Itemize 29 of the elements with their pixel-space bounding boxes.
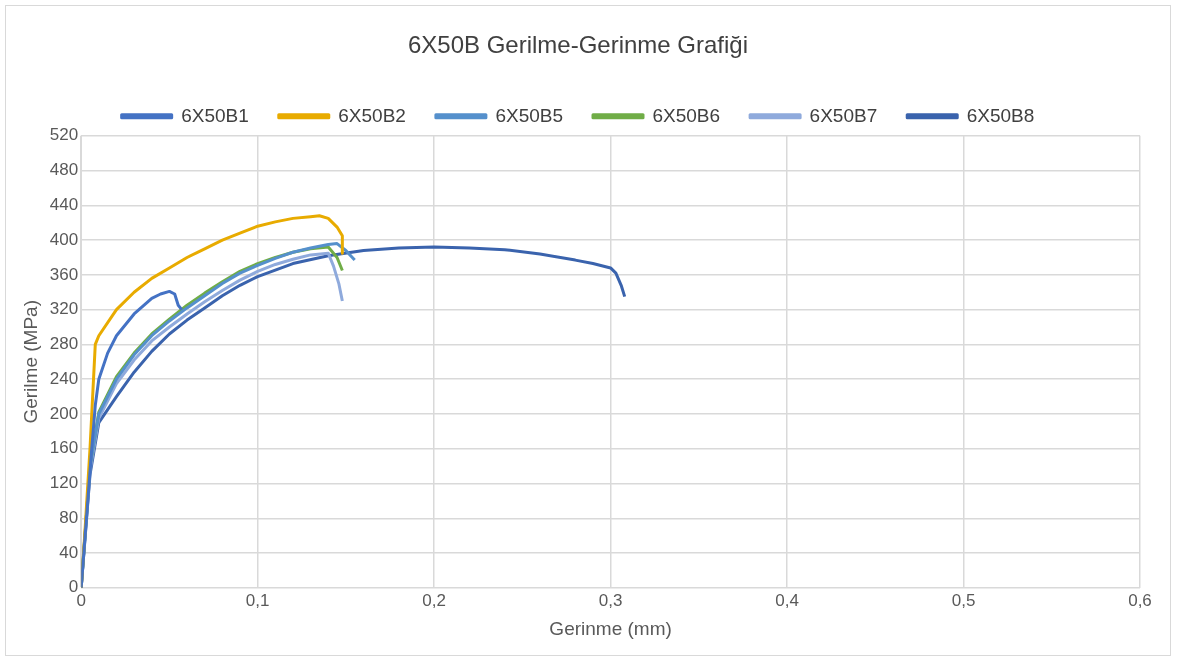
x-tick-label: 0,2	[422, 590, 446, 610]
x-axis-title: Gerinme (mm)	[549, 617, 672, 639]
y-tick-label: 80	[59, 507, 79, 527]
x-tick-label: 0,3	[598, 590, 623, 610]
x-tick-label: 0,1	[245, 590, 270, 610]
x-tick-label: 0,6	[1128, 590, 1152, 610]
y-axis-title: Gerilme (MPa)	[19, 300, 41, 424]
x-tick-label: 0,4	[775, 590, 799, 610]
y-tick-label: 0	[68, 577, 79, 597]
y-tick-label: 480	[49, 160, 79, 180]
legend-label: 6X50B2	[338, 104, 406, 126]
y-tick-label: 160	[49, 438, 79, 458]
y-tick-label: 440	[49, 195, 79, 215]
y-tick-label: 120	[49, 473, 79, 493]
legend-label: 6X50B6	[652, 104, 721, 126]
y-tick-label: 40	[59, 542, 79, 562]
y-tick-label: 320	[49, 299, 79, 319]
y-tick-label: 280	[49, 334, 79, 354]
y-tick-label: 200	[49, 403, 79, 423]
chart-title: 6X50B Gerilme-Gerinme Grafiği	[407, 31, 749, 59]
legend-label: 6X50B7	[809, 104, 878, 126]
x-tick-label: 0,5	[951, 590, 976, 610]
y-tick-label: 360	[49, 264, 79, 284]
legend-label: 6X50B8	[966, 104, 1035, 126]
y-tick-label: 400	[49, 229, 79, 249]
y-tick-label: 520	[49, 125, 79, 145]
legend-label: 6X50B5	[495, 104, 564, 126]
y-tick-label: 240	[49, 368, 79, 388]
legend-label: 6X50B1	[181, 104, 249, 126]
